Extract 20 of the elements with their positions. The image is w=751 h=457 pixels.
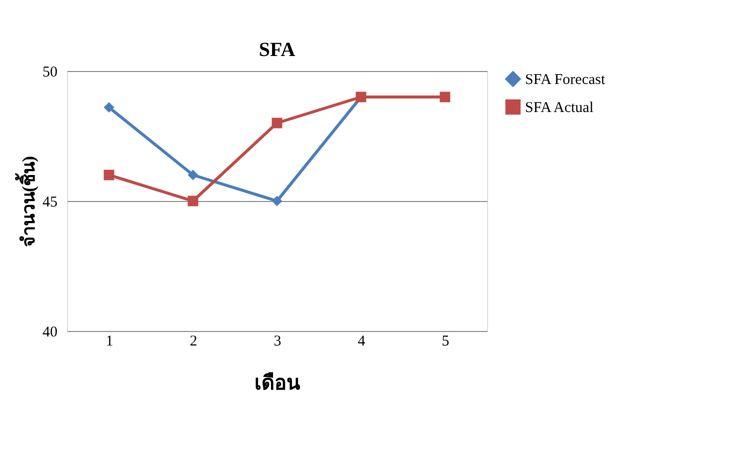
point — [104, 102, 114, 113]
point — [272, 118, 282, 128]
x-tick-label: 2 — [190, 334, 198, 350]
point — [188, 170, 198, 180]
x-tick-label: 5 — [442, 334, 450, 350]
legend-label: SFA Actual — [525, 100, 594, 116]
point — [104, 170, 114, 180]
point — [440, 92, 450, 102]
x-tick-label: 3 — [274, 334, 282, 350]
y-tick-label: 45 — [42, 194, 58, 210]
legend-label: SFA Forecast — [525, 72, 606, 88]
x-tick-label: 4 — [358, 334, 366, 350]
point — [188, 196, 198, 206]
x-axis-title: เดือน — [254, 372, 300, 394]
point — [272, 196, 282, 206]
chart-title: SFA — [258, 39, 296, 61]
y-axis-title: จำนวน(ชิ้น) — [14, 156, 38, 247]
y-tick-label: 50 — [42, 64, 58, 80]
y-tick-label: 40 — [42, 324, 58, 340]
x-tick-label: 1 — [106, 334, 114, 350]
